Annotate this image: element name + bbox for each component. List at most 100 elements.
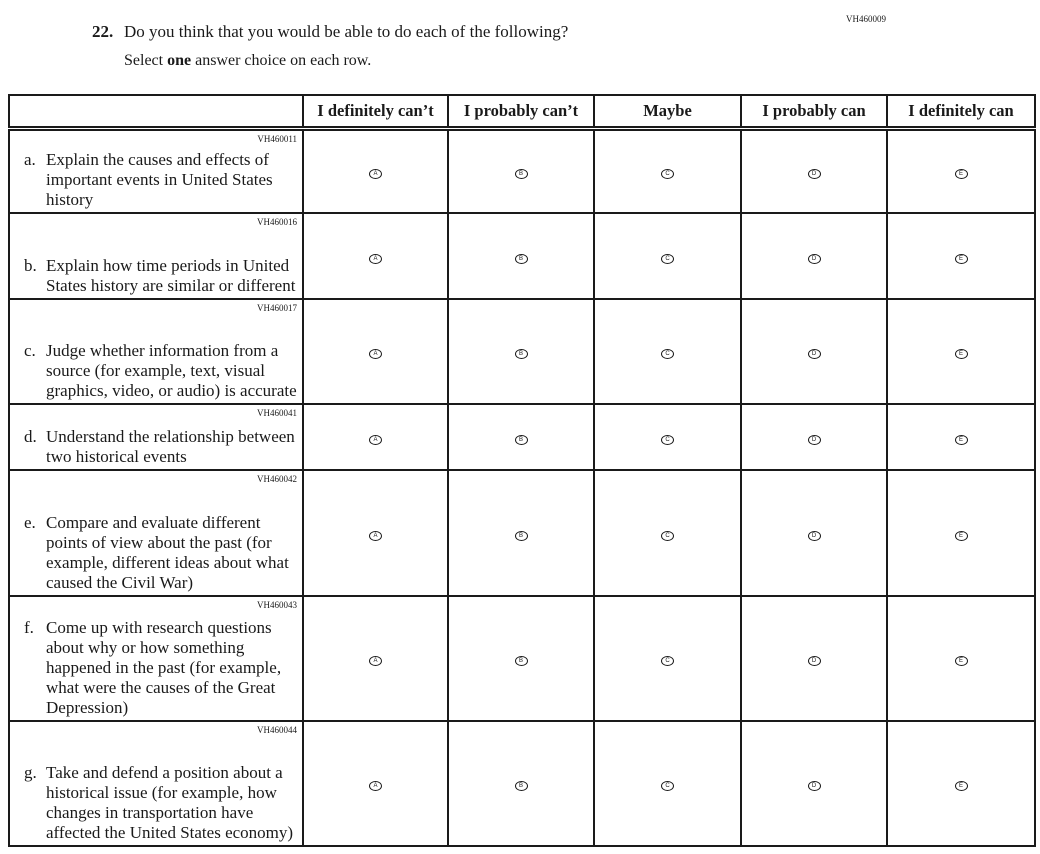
answer-cell[interactable]: B xyxy=(447,297,595,405)
header-row: I definitely can’t I probably can’t Mayb… xyxy=(8,94,1036,131)
answer-bubble-b[interactable]: B xyxy=(514,434,528,445)
item-letter: b. xyxy=(24,255,37,275)
answer-cell[interactable]: C xyxy=(593,402,742,471)
answer-cell[interactable]: B xyxy=(447,127,595,214)
answer-cell[interactable]: D xyxy=(740,594,888,722)
item-text: Explain the causes and effects of import… xyxy=(46,149,273,209)
item-text: Come up with research questions about wh… xyxy=(46,617,282,717)
answer-bubble-b[interactable]: B xyxy=(514,656,528,666)
answer-cell[interactable]: D xyxy=(740,468,888,597)
answer-bubble-a[interactable]: A xyxy=(369,169,382,180)
item-letter: a. xyxy=(24,149,36,169)
item-cell: VH460042 e. Compare and evaluate differe… xyxy=(8,468,304,597)
answer-bubble-a[interactable]: A xyxy=(369,656,382,666)
answer-cell[interactable]: A xyxy=(302,402,449,471)
answer-bubble-a[interactable]: A xyxy=(369,349,382,359)
table-row: VH460016 b. Explain how time periods in … xyxy=(8,211,1036,300)
item-code: VH460044 xyxy=(257,724,297,735)
answer-bubble-d[interactable]: D xyxy=(807,656,821,666)
answer-cell[interactable]: A xyxy=(302,719,449,847)
answer-bubble-c[interactable]: C xyxy=(661,530,674,541)
answer-bubble-e[interactable]: E xyxy=(954,781,968,791)
answer-bubble-d[interactable]: D xyxy=(807,434,821,445)
answer-bubble-a[interactable]: A xyxy=(369,253,382,264)
answer-cell[interactable]: C xyxy=(593,468,742,597)
answer-bubble-c[interactable]: C xyxy=(661,349,674,359)
answer-bubble-c[interactable]: C xyxy=(661,434,674,445)
answer-bubble-b[interactable]: B xyxy=(514,349,528,359)
answer-cell[interactable]: B xyxy=(447,468,595,597)
table-row: VH460017 c. Judge whether information fr… xyxy=(8,297,1036,405)
answer-cell[interactable]: C xyxy=(593,594,742,722)
answer-bubble-c[interactable]: C xyxy=(661,253,674,264)
answer-cell[interactable]: E xyxy=(886,211,1036,300)
item-cell: VH460043 f. Come up with research questi… xyxy=(8,594,304,722)
answer-cell[interactable]: E xyxy=(886,402,1036,471)
answer-cell[interactable]: D xyxy=(740,211,888,300)
answer-cell[interactable]: B xyxy=(447,402,595,471)
answer-bubble-d[interactable]: D xyxy=(807,349,821,359)
item-letter: c. xyxy=(24,340,36,360)
response-grid: I definitely can’t I probably can’t Mayb… xyxy=(8,94,1036,847)
answer-bubble-b[interactable]: B xyxy=(514,169,528,180)
answer-cell[interactable]: D xyxy=(740,402,888,471)
answer-bubble-c[interactable]: C xyxy=(661,169,674,180)
answer-bubble-d[interactable]: D xyxy=(807,530,821,541)
answer-cell[interactable]: D xyxy=(740,297,888,405)
column-header: Maybe xyxy=(593,94,742,131)
answer-cell[interactable]: B xyxy=(447,719,595,847)
answer-cell[interactable]: A xyxy=(302,594,449,722)
answer-bubble-e[interactable]: E xyxy=(954,656,968,666)
item-cell: VH460017 c. Judge whether information fr… xyxy=(8,297,304,405)
answer-bubble-a[interactable]: A xyxy=(369,434,382,445)
table-row: VH460043 f. Come up with research questi… xyxy=(8,594,1036,722)
answer-bubble-d[interactable]: D xyxy=(807,781,821,791)
instruction-emphasis: one xyxy=(167,52,192,69)
answer-bubble-e[interactable]: E xyxy=(954,530,968,541)
item-code: VH460041 xyxy=(257,407,297,418)
item-text: Compare and evaluate different points of… xyxy=(46,512,289,592)
answer-cell[interactable]: A xyxy=(302,297,449,405)
answer-cell[interactable]: E xyxy=(886,468,1036,597)
answer-cell[interactable]: B xyxy=(447,594,595,722)
answer-cell[interactable]: E xyxy=(886,127,1036,214)
header-blank xyxy=(8,94,304,131)
answer-bubble-e[interactable]: E xyxy=(954,434,968,445)
answer-cell[interactable]: C xyxy=(593,719,742,847)
answer-bubble-b[interactable]: B xyxy=(514,530,528,541)
item-code: VH460011 xyxy=(257,134,297,144)
column-header: I probably can xyxy=(740,94,888,131)
answer-cell[interactable]: B xyxy=(447,211,595,300)
answer-cell[interactable]: A xyxy=(302,211,449,300)
answer-cell[interactable]: A xyxy=(302,127,449,214)
answer-bubble-e[interactable]: E xyxy=(954,349,968,359)
item-text: Take and defend a position about a histo… xyxy=(46,762,294,842)
answer-cell[interactable]: D xyxy=(740,127,888,214)
question-text: Do you think that you would be able to d… xyxy=(124,22,569,41)
answer-bubble-a[interactable]: A xyxy=(369,781,382,791)
answer-bubble-d[interactable]: D xyxy=(807,253,821,264)
answer-bubble-d[interactable]: D xyxy=(807,169,821,180)
answer-cell[interactable]: A xyxy=(302,468,449,597)
item-letter: f. xyxy=(24,617,34,637)
answer-bubble-e[interactable]: E xyxy=(954,253,968,264)
answer-cell[interactable]: E xyxy=(886,594,1036,722)
answer-cell[interactable]: C xyxy=(593,127,742,214)
answer-cell[interactable]: E xyxy=(886,297,1036,405)
answer-cell[interactable]: C xyxy=(593,211,742,300)
answer-bubble-c[interactable]: C xyxy=(661,781,674,791)
answer-bubble-e[interactable]: E xyxy=(954,169,968,180)
answer-bubble-c[interactable]: C xyxy=(661,656,674,666)
answer-cell[interactable]: D xyxy=(740,719,888,847)
instruction-text: Select xyxy=(124,52,168,69)
answer-bubble-b[interactable]: B xyxy=(514,781,528,791)
answer-cell[interactable]: C xyxy=(593,297,742,405)
item-text: Explain how time periods in United State… xyxy=(46,255,296,295)
answer-cell[interactable]: E xyxy=(886,719,1036,847)
item-cell: VH460016 b. Explain how time periods in … xyxy=(8,211,304,300)
instruction-text: answer choice on each row. xyxy=(191,52,372,69)
answer-bubble-a[interactable]: A xyxy=(369,530,382,541)
table-row: VH460041 d. Understand the relationship … xyxy=(8,402,1036,471)
answer-bubble-b[interactable]: B xyxy=(514,253,528,264)
table-row: VH460042 e. Compare and evaluate differe… xyxy=(8,468,1036,597)
